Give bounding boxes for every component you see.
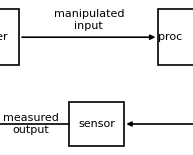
- Bar: [0, 9, 19, 65]
- Text: ler: ler: [0, 32, 7, 42]
- Bar: [158, 9, 193, 65]
- Bar: [69, 102, 124, 146]
- Text: proc: proc: [158, 32, 182, 42]
- Text: measured
output: measured output: [3, 113, 59, 135]
- Text: sensor: sensor: [78, 119, 115, 129]
- Text: manipulated
input: manipulated input: [53, 9, 124, 31]
